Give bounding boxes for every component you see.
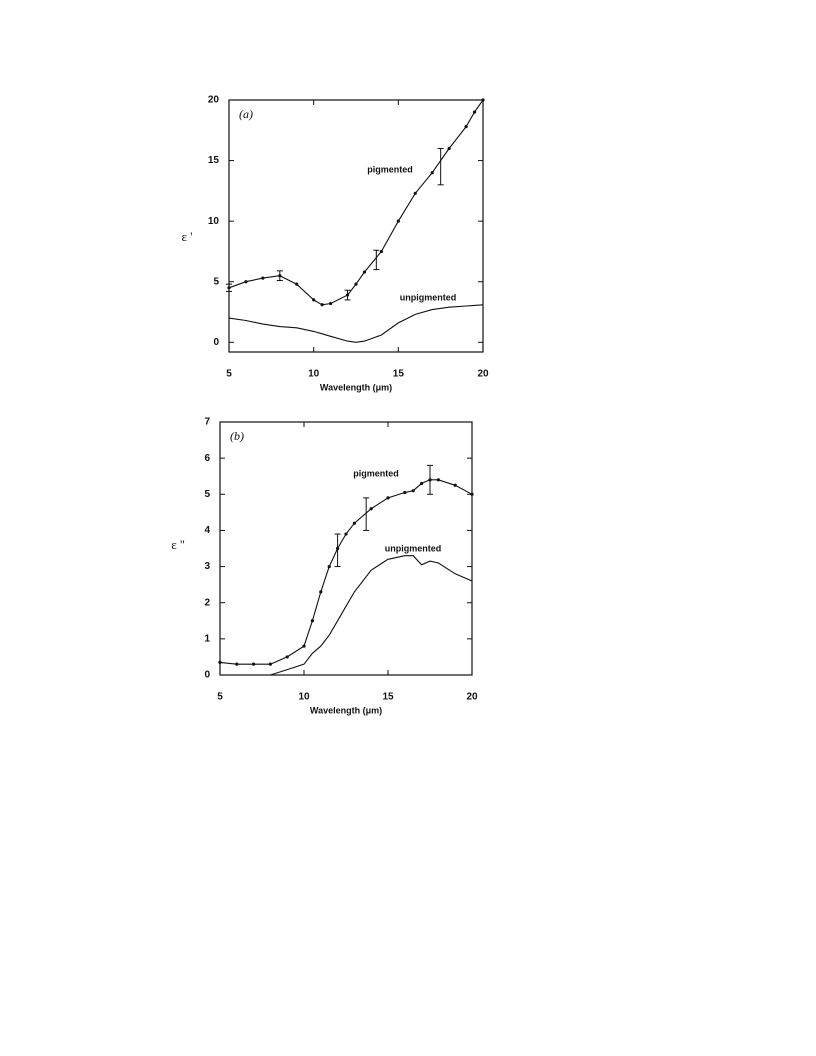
y-tick-label: 7 — [204, 417, 210, 428]
y-tick-label: 5 — [204, 489, 210, 500]
y-tick-label: 2 — [204, 597, 210, 608]
x-tick-label: 20 — [477, 369, 489, 380]
y-axis-label: ε '' — [171, 537, 184, 552]
series-label: pigmented — [367, 164, 413, 174]
data-point — [436, 478, 440, 482]
panel-label: (b) — [230, 429, 244, 443]
y-tick-label: 4 — [204, 525, 210, 536]
data-point — [302, 644, 306, 648]
data-point — [447, 146, 451, 151]
data-point — [379, 249, 383, 254]
series-line — [228, 99, 484, 306]
data-point — [261, 276, 265, 280]
x-tick-label: 15 — [382, 692, 394, 703]
x-tick-label: 5 — [217, 692, 223, 703]
series-label: pigmented — [353, 468, 399, 478]
data-point — [472, 110, 477, 114]
y-axis-label: ε ' — [181, 229, 192, 244]
data-point — [252, 662, 256, 666]
series-line — [219, 479, 473, 665]
x-tick-label: 10 — [308, 369, 320, 380]
y-tick-label: 10 — [208, 216, 220, 227]
data-point — [386, 496, 390, 500]
data-point — [464, 125, 468, 129]
x-tick-label: 10 — [298, 692, 310, 703]
data-point — [430, 171, 434, 175]
series-label: unpigmented — [385, 543, 442, 553]
series-line — [220, 555, 473, 676]
y-tick-label: 3 — [204, 561, 210, 572]
error-bar — [363, 497, 370, 531]
error-bar — [437, 147, 444, 186]
data-point — [295, 282, 299, 286]
data-point — [244, 280, 248, 284]
plot-frame — [228, 99, 484, 353]
data-point — [413, 191, 417, 195]
data-point — [329, 301, 333, 306]
data-point — [481, 98, 485, 102]
data-point — [268, 662, 272, 666]
y-tick-label: 0 — [204, 670, 210, 681]
data-point — [352, 521, 356, 525]
data-point — [420, 481, 424, 486]
x-tick-label: 15 — [393, 369, 405, 380]
y-tick-label: 1 — [204, 633, 210, 644]
data-point — [369, 507, 373, 511]
data-point — [362, 270, 367, 274]
data-point — [470, 492, 474, 496]
y-tick-label: 0 — [213, 337, 219, 348]
data-point — [285, 655, 289, 659]
data-point — [310, 619, 314, 623]
x-tick-label: 20 — [466, 692, 478, 703]
error-bar — [344, 289, 351, 301]
error-bar — [334, 533, 341, 568]
data-point — [320, 303, 324, 307]
x-axis-label: Wavelength (μm) — [320, 382, 392, 392]
data-point — [354, 282, 358, 286]
x-tick-label: 5 — [226, 369, 232, 380]
data-point — [218, 660, 222, 664]
series-label: unpigmented — [400, 292, 457, 302]
panel-label: (a) — [239, 107, 253, 121]
y-tick-label: 5 — [213, 276, 219, 287]
data-point — [403, 490, 407, 495]
data-point — [453, 483, 457, 487]
error-bar — [427, 464, 433, 495]
data-point — [344, 532, 348, 536]
data-point — [327, 564, 331, 569]
y-tick-label: 20 — [208, 95, 220, 106]
data-point — [235, 662, 239, 666]
data-point — [319, 590, 323, 594]
error-bar — [276, 270, 283, 282]
error-bar — [373, 249, 380, 271]
data-point — [411, 489, 415, 493]
data-point — [396, 219, 400, 223]
series-line — [228, 304, 484, 343]
y-tick-label: 6 — [204, 453, 210, 464]
x-axis-label: Wavelength (μm) — [310, 705, 382, 715]
data-point — [312, 298, 316, 302]
error-bar — [226, 283, 232, 292]
plot-frame — [219, 421, 473, 676]
y-tick-label: 15 — [208, 155, 220, 166]
